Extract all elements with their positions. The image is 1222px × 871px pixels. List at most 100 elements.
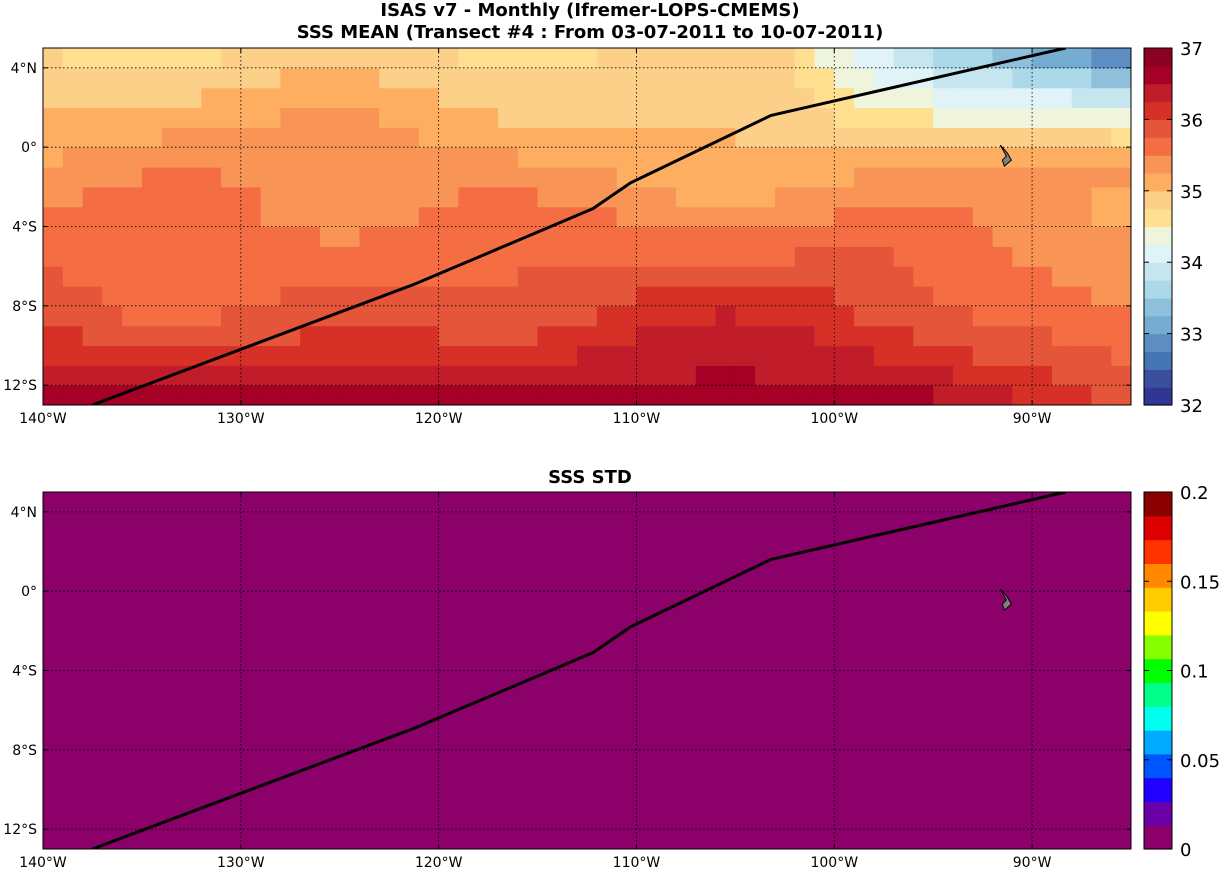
sss-cell	[695, 107, 717, 128]
sss-cell	[695, 67, 717, 89]
sss-cell	[240, 127, 262, 148]
sss-cell	[201, 186, 222, 208]
sss-cell	[933, 167, 954, 188]
sss-cell	[636, 147, 657, 168]
sss-cell	[418, 167, 440, 188]
sss-cell	[43, 246, 64, 267]
sss-cell	[438, 325, 460, 347]
sss-cell	[280, 286, 301, 307]
sss-cell	[141, 147, 163, 168]
sss-cell	[359, 127, 380, 148]
sss-cell	[814, 385, 835, 405]
sss-cell	[854, 266, 875, 287]
colorbar-segment	[1144, 315, 1172, 335]
sss-cell	[873, 226, 895, 247]
sss-cell	[1032, 206, 1053, 228]
sss-cell	[300, 226, 321, 247]
sss-cell	[616, 246, 638, 267]
sss-cell	[577, 107, 598, 128]
sss-cell	[399, 365, 420, 386]
sss-cell	[992, 167, 1013, 188]
sss-cell	[537, 226, 558, 247]
map-frame	[42, 47, 1132, 406]
sss-cell	[616, 226, 638, 247]
sss-cell	[774, 147, 796, 168]
sss-cell	[992, 305, 1013, 327]
sss-cell	[359, 147, 380, 168]
sss-cell	[458, 107, 479, 128]
sss-cell	[1032, 127, 1053, 148]
sss-cell	[517, 286, 539, 307]
sss-cell	[972, 206, 994, 228]
sss-cell	[814, 167, 835, 188]
sss-cell	[992, 226, 1013, 247]
transect-line	[91, 48, 1067, 405]
sss-cell	[339, 345, 361, 366]
sss-cell	[794, 48, 816, 69]
sss-cell	[181, 305, 202, 327]
sss-cell	[814, 67, 835, 89]
sss-cell	[359, 365, 380, 386]
colorbar-segment	[1144, 387, 1172, 406]
sss-cell	[418, 48, 440, 69]
sss-cell	[814, 246, 835, 267]
sss-cell	[201, 67, 222, 89]
sss-cell	[122, 127, 143, 148]
sss-cell	[774, 167, 796, 188]
sss-cell	[893, 286, 914, 307]
sss-cell	[201, 286, 222, 307]
sss-cell	[834, 305, 855, 327]
sss-cell	[82, 365, 103, 386]
sss-cell	[1091, 167, 1112, 188]
sss-cell	[379, 266, 400, 287]
sss-cell	[794, 365, 816, 386]
sss-cell	[616, 206, 638, 228]
sss-cell	[557, 186, 578, 208]
sss-cell	[161, 167, 183, 188]
sss-cell	[854, 107, 875, 128]
sss-cell	[1032, 345, 1053, 366]
sss-cell	[873, 325, 895, 347]
sss-cell	[418, 127, 440, 148]
sss-cell	[1071, 305, 1093, 327]
sss-cell	[596, 167, 618, 188]
sss-cell	[478, 226, 499, 247]
sss-cell	[62, 385, 84, 405]
sss-cell	[438, 127, 460, 148]
sss-cell	[952, 246, 974, 267]
sss-cell	[141, 286, 163, 307]
colorbar-segment	[1144, 539, 1172, 564]
sss-cell	[913, 167, 934, 188]
island-marker	[999, 144, 1013, 167]
sss-cell	[399, 385, 420, 405]
sss-cell	[161, 147, 183, 168]
sss-cell	[676, 167, 697, 188]
sss-cell	[43, 107, 64, 128]
sss-cell	[1012, 127, 1033, 148]
sss-cell	[933, 286, 954, 307]
sss-cell	[181, 325, 202, 347]
sss-cell	[62, 325, 84, 347]
sss-cell	[1091, 206, 1112, 228]
sss-cell	[1051, 67, 1073, 89]
map-panel-mean: 140°W 130°W 120°W 110°W 100°W 90°W 4°N 0° 4°S 8°S…	[3, 47, 1132, 427]
sss-cell	[82, 305, 103, 327]
mean-colorbar: 32 33 34 35 36 37	[1143, 39, 1203, 417]
sss-cell	[82, 167, 103, 188]
sss-cell	[62, 206, 84, 228]
sss-cell	[636, 127, 657, 148]
sss-cell	[596, 345, 618, 366]
sss-cell	[1071, 127, 1093, 148]
sss-cell	[577, 226, 598, 247]
sss-cell	[438, 246, 460, 267]
sss-cell	[280, 87, 301, 109]
sss-cell	[596, 226, 618, 247]
sss-cell	[300, 67, 321, 89]
sss-cell	[62, 186, 84, 208]
sss-cell	[715, 206, 736, 228]
sss-cell	[676, 365, 697, 386]
sss-cell	[755, 186, 776, 208]
sss-cell	[517, 246, 539, 267]
sss-cell	[141, 246, 163, 267]
